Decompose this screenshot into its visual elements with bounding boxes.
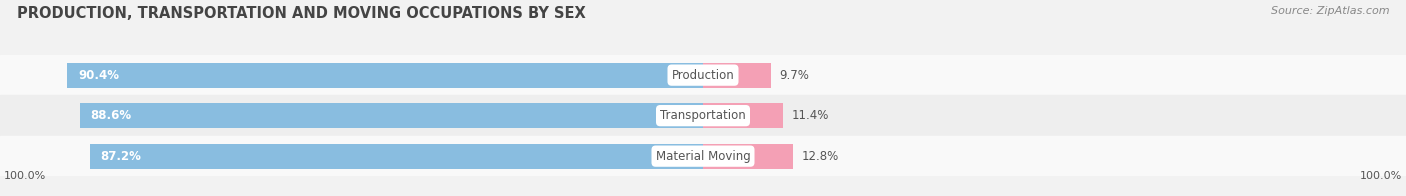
Bar (703, 63, 772, 88)
Text: 87.2%: 87.2% (101, 150, 142, 163)
Text: 9.7%: 9.7% (779, 69, 810, 82)
Text: 100.0%: 100.0% (4, 171, 46, 181)
Text: 11.4%: 11.4% (792, 109, 830, 122)
Text: 100.0%: 100.0% (1360, 171, 1402, 181)
Text: 88.6%: 88.6% (91, 109, 132, 122)
Text: PRODUCTION, TRANSPORTATION AND MOVING OCCUPATIONS BY SEX: PRODUCTION, TRANSPORTATION AND MOVING OC… (17, 6, 586, 21)
Bar (703, 144, 793, 169)
Text: 90.4%: 90.4% (77, 69, 120, 82)
Text: Material Moving: Material Moving (655, 150, 751, 163)
Bar (703, 103, 783, 128)
Bar (67, 63, 703, 88)
Bar (0, 55, 1406, 95)
Text: Source: ZipAtlas.com: Source: ZipAtlas.com (1271, 6, 1389, 16)
Bar (80, 103, 703, 128)
Bar (0, 136, 1406, 176)
Bar (0, 95, 1406, 136)
Text: 12.8%: 12.8% (801, 150, 838, 163)
Bar (90, 144, 703, 169)
Text: Transportation: Transportation (661, 109, 745, 122)
Text: Production: Production (672, 69, 734, 82)
